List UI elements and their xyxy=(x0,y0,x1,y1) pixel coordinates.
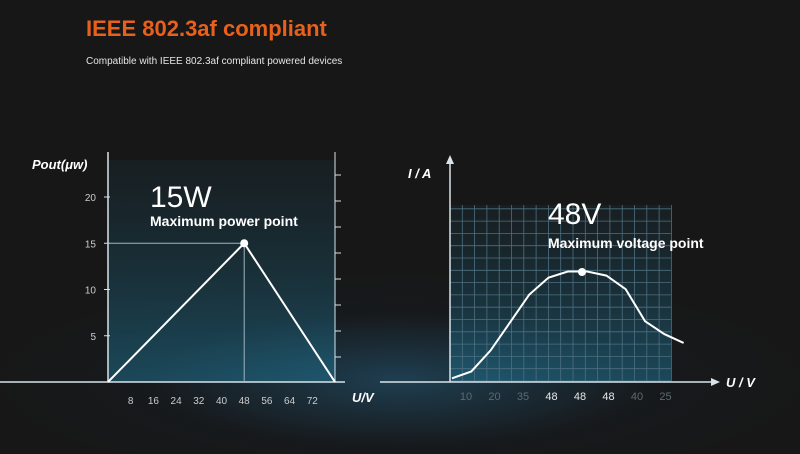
maximum-voltage-point xyxy=(578,268,586,276)
power-x-tick-label: 64 xyxy=(284,396,296,407)
power-y-tick-label: 10 xyxy=(85,286,97,297)
power-x-tick-label: 72 xyxy=(307,396,319,407)
voltage-x-tick-label: 10 xyxy=(460,391,472,403)
power-x-tick-label: 40 xyxy=(216,396,228,407)
voltage-x-axis-label: U / V xyxy=(726,375,756,390)
power-x-tick-label: 8 xyxy=(128,396,134,407)
voltage-x-tick-label: 20 xyxy=(488,391,500,403)
power-peak-value: 15W xyxy=(150,181,212,214)
voltage-x-tick-label: 35 xyxy=(517,391,529,403)
power-y-tick-label: 20 xyxy=(85,193,97,204)
voltage-x-tick-label: 48 xyxy=(574,391,586,403)
voltage-y-axis-label: I / A xyxy=(408,166,431,181)
page-title: IEEE 802.3af compliant xyxy=(86,16,327,41)
voltage-y-axis-arrow xyxy=(446,155,454,164)
power-peak-label: Maximum power point xyxy=(150,213,298,229)
power-y-tick-label: 15 xyxy=(85,239,97,250)
power-chart-panel xyxy=(108,160,335,382)
power-y-axis-label: Pout(μw) xyxy=(32,157,88,172)
power-x-axis-label: U/V xyxy=(352,390,375,405)
voltage-x-tick-label: 48 xyxy=(602,391,614,403)
power-x-tick-label: 32 xyxy=(193,396,205,407)
power-x-tick-label: 24 xyxy=(171,396,183,407)
power-x-tick-label: 16 xyxy=(148,396,160,407)
voltage-chart: 10 20 35 48 48 48 40 25 I / A U / V 48V Maximum… xyxy=(380,155,756,403)
maximum-power-point xyxy=(240,239,249,248)
voltage-x-tick-label: 40 xyxy=(631,391,643,403)
voltage-x-tick-label: 25 xyxy=(659,391,671,403)
voltage-peak-value: 48V xyxy=(548,198,601,231)
power-chart: 5 10 15 20 8 16 24 32 40 48 56 64 72 Pout(μw) U/V 1… xyxy=(0,152,375,407)
voltage-series-line xyxy=(451,270,685,380)
power-y-tick-label: 5 xyxy=(90,332,96,343)
voltage-peak-label: Maximum voltage point xyxy=(548,235,704,251)
power-x-tick-label: 56 xyxy=(261,396,273,407)
page-subtitle: Compatible with IEEE 802.3af compliant p… xyxy=(86,56,343,67)
voltage-x-tick-label: 48 xyxy=(545,391,557,403)
voltage-x-axis-arrow xyxy=(711,378,720,386)
power-x-tick-label: 48 xyxy=(239,396,251,407)
